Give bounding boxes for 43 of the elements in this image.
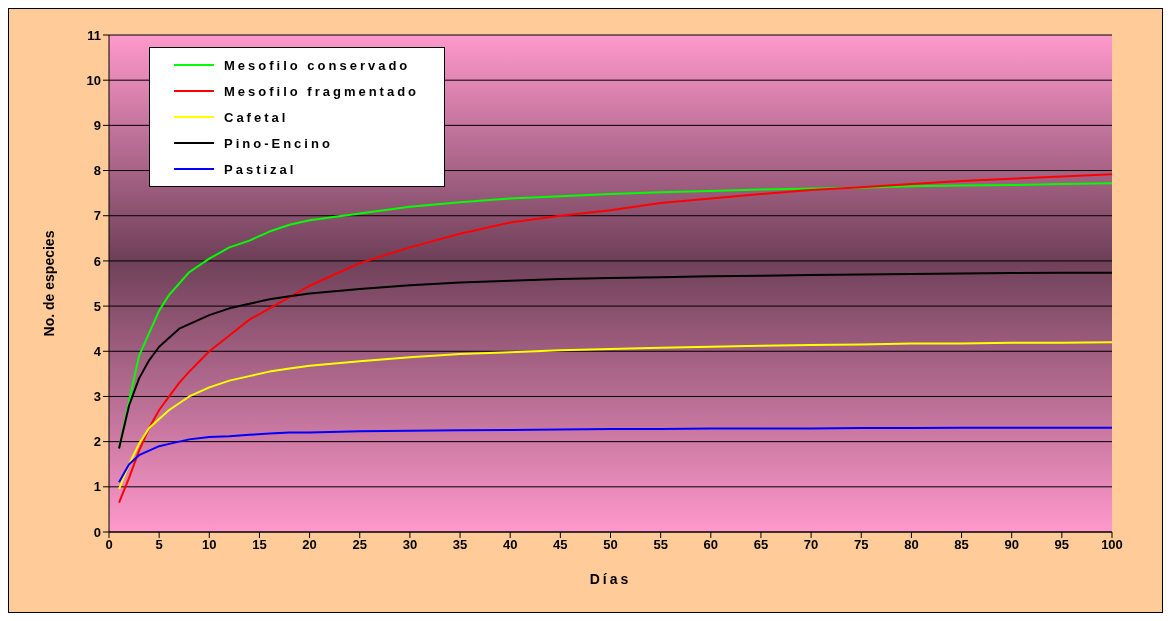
x-tick-label: 55 [653, 537, 668, 553]
x-tick-label: 85 [954, 537, 969, 553]
x-tick-label: 65 [753, 537, 769, 553]
line-series [118, 173, 1112, 504]
legend-label: Mesofilo conservado [224, 57, 411, 73]
x-tick-label: 15 [252, 537, 267, 553]
x-tick-label: 60 [703, 537, 719, 553]
y-tick-label: 5 [93, 298, 101, 314]
x-axis-title: Días [589, 571, 632, 587]
legend-label: Cafetal [224, 109, 289, 125]
line-series [118, 426, 1112, 484]
x-tick-label: 10 [202, 537, 217, 553]
x-tick-label: 25 [352, 537, 367, 553]
y-tick-label: 11 [87, 27, 101, 43]
y-tick-label: 7 [93, 208, 101, 224]
x-tick-label: 95 [1054, 537, 1070, 553]
y-tick-label: 2 [93, 434, 101, 450]
x-tick-label: 45 [553, 537, 568, 553]
y-tick-label: 6 [93, 253, 101, 269]
x-tick-label: 35 [452, 537, 468, 553]
x-tick-label: 50 [603, 537, 618, 553]
line-series [118, 341, 1112, 491]
y-tick-label: 0 [93, 524, 101, 540]
legend-label: Pino-Encino [224, 135, 333, 151]
y-tick-label: 8 [93, 163, 101, 179]
x-tick-label: 20 [302, 537, 317, 553]
y-tick-label: 10 [86, 72, 101, 88]
x-tick-label: 0 [105, 537, 113, 553]
y-axis-title: No. de especies [40, 230, 57, 337]
y-tick-label: 3 [93, 389, 101, 405]
x-tick-label: 90 [1004, 537, 1019, 553]
x-tick-label: 5 [155, 537, 163, 553]
y-tick-label: 4 [93, 343, 102, 359]
x-tick-label: 75 [854, 537, 869, 553]
x-tick-label: 70 [803, 537, 819, 553]
x-tick-label: 100 [1101, 537, 1123, 553]
x-tick-label: 30 [402, 537, 418, 553]
legend-label: Pastizal [224, 161, 297, 177]
x-tick-label: 80 [904, 537, 919, 553]
legend-label: Mesofilo fragmentado [224, 83, 420, 99]
x-tick-label: 40 [502, 537, 518, 553]
y-tick-label: 9 [93, 117, 101, 133]
y-tick-label: 1 [93, 479, 101, 495]
